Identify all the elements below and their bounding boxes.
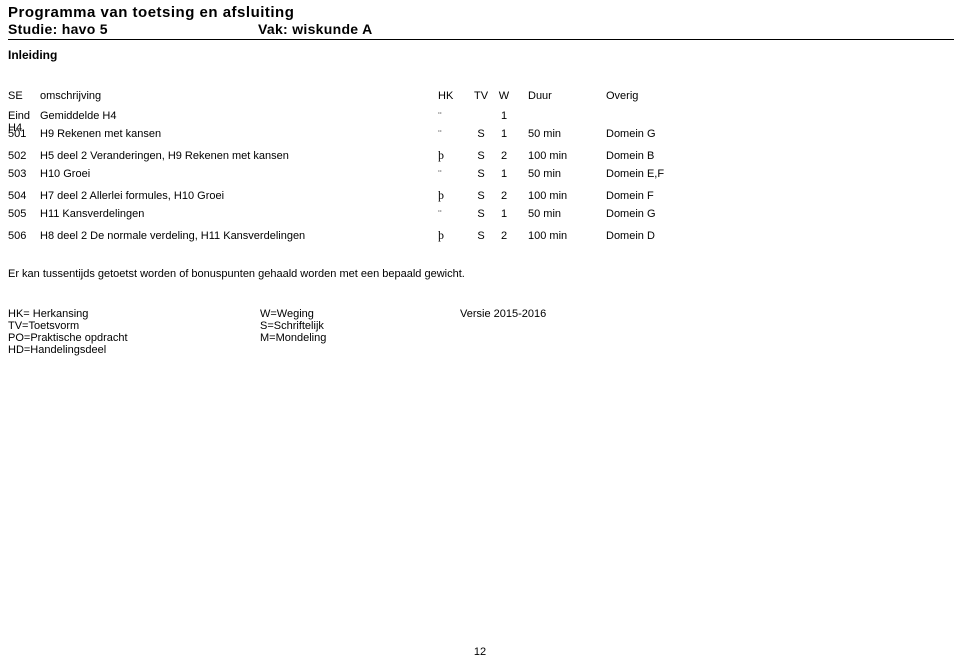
- cell-desc: H10 Groei: [40, 168, 438, 180]
- table-row: 504H7 deel 2 Allerlei formules, H10 Groe…: [8, 188, 960, 208]
- legend-item: HK= Herkansing: [8, 308, 260, 320]
- col-header-code: SE: [8, 90, 40, 102]
- eind-row: Eind H4 Gemiddelde H4 ¨ 1: [8, 110, 960, 128]
- legend-item: W=Weging: [260, 308, 460, 320]
- cell-dur: 100 min: [516, 150, 606, 162]
- table-row: 502H5 deel 2 Veranderingen, H9 Rekenen m…: [8, 148, 960, 168]
- eind-desc: Gemiddelde H4: [40, 110, 438, 122]
- col-header-desc: omschrijving: [40, 90, 438, 102]
- cell-hk: þ: [438, 188, 470, 203]
- cell-w: 2: [492, 150, 516, 162]
- cell-code: 503: [8, 168, 40, 180]
- cell-tv: S: [470, 128, 492, 140]
- eind-w: 1: [492, 110, 516, 122]
- legend-item: S=Schriftelijk: [260, 320, 460, 332]
- cell-desc: H8 deel 2 De normale verdeling, H11 Kans…: [40, 230, 438, 242]
- cell-dur: 50 min: [516, 168, 606, 180]
- cell-desc: H11 Kansverdelingen: [40, 208, 438, 220]
- cell-dur: 100 min: [516, 230, 606, 242]
- cell-code: 501: [8, 128, 40, 140]
- study-value: havo 5: [62, 21, 108, 37]
- table-row: 505H11 Kansverdelingen¨S150 minDomein G: [8, 208, 960, 228]
- cell-hk: ¨: [438, 128, 470, 140]
- subject-value: wiskunde A: [292, 21, 372, 37]
- footnote: Er kan tussentijds getoetst worden of bo…: [8, 268, 960, 280]
- legend-item: M=Mondeling: [260, 332, 460, 344]
- cell-w: 1: [492, 208, 516, 220]
- legend: HK= Herkansing TV=Toetsvorm PO=Praktisch…: [8, 308, 960, 356]
- cell-hk: ¨: [438, 208, 470, 220]
- cell-over: Domein E,F: [606, 168, 726, 180]
- cell-over: Domein F: [606, 190, 726, 202]
- legend-item: TV=Toetsvorm: [8, 320, 260, 332]
- cell-tv: S: [470, 208, 492, 220]
- cell-dur: 50 min: [516, 208, 606, 220]
- assessment-table: SE omschrijving HK TV W Duur Overig Eind…: [8, 90, 960, 248]
- cell-w: 1: [492, 128, 516, 140]
- cell-tv: S: [470, 230, 492, 242]
- col-header-hk: HK: [438, 90, 470, 102]
- cell-w: 2: [492, 230, 516, 242]
- cell-over: Domein D: [606, 230, 726, 242]
- legend-item: HD=Handelingsdeel: [8, 344, 260, 356]
- cell-over: Domein B: [606, 150, 726, 162]
- cell-dur: 100 min: [516, 190, 606, 202]
- cell-code: 504: [8, 190, 40, 202]
- col-header-dur: Duur: [516, 90, 606, 102]
- subject-prefix: Vak:: [258, 21, 292, 37]
- page-number: 12: [0, 646, 960, 658]
- cell-tv: S: [470, 190, 492, 202]
- cell-hk: þ: [438, 148, 470, 163]
- col-header-over: Overig: [606, 90, 726, 102]
- cell-desc: H7 deel 2 Allerlei formules, H10 Groei: [40, 190, 438, 202]
- study-prefix: Studie:: [8, 21, 62, 37]
- section-label: Inleiding: [8, 48, 960, 62]
- cell-desc: H5 deel 2 Veranderingen, H9 Rekenen met …: [40, 150, 438, 162]
- header-rule: [8, 39, 954, 40]
- table-row: 501H9 Rekenen met kansen¨S150 minDomein …: [8, 128, 960, 148]
- table-row: 506H8 deel 2 De normale verdeling, H11 K…: [8, 228, 960, 248]
- table-header-row: SE omschrijving HK TV W Duur Overig: [8, 90, 960, 110]
- cell-hk: þ: [438, 228, 470, 243]
- legend-item: PO=Praktische opdracht: [8, 332, 260, 344]
- cell-desc: H9 Rekenen met kansen: [40, 128, 438, 140]
- table-row: 503H10 Groei¨S150 minDomein E,F: [8, 168, 960, 188]
- col-header-tv: TV: [470, 90, 492, 102]
- cell-w: 2: [492, 190, 516, 202]
- legend-version: Versie 2015-2016: [460, 308, 610, 320]
- cell-code: 505: [8, 208, 40, 220]
- subtitle-row: Studie: havo 5 Vak: wiskunde A: [8, 21, 960, 37]
- cell-over: Domein G: [606, 128, 726, 140]
- cell-hk: ¨: [438, 168, 470, 180]
- cell-code: 506: [8, 230, 40, 242]
- cell-w: 1: [492, 168, 516, 180]
- cell-over: Domein G: [606, 208, 726, 220]
- cell-tv: S: [470, 150, 492, 162]
- cell-dur: 50 min: [516, 128, 606, 140]
- cell-tv: S: [470, 168, 492, 180]
- cell-code: 502: [8, 150, 40, 162]
- col-header-w: W: [492, 90, 516, 102]
- page-title: Programma van toetsing en afsluiting: [8, 4, 960, 21]
- eind-hk: ¨: [438, 110, 470, 122]
